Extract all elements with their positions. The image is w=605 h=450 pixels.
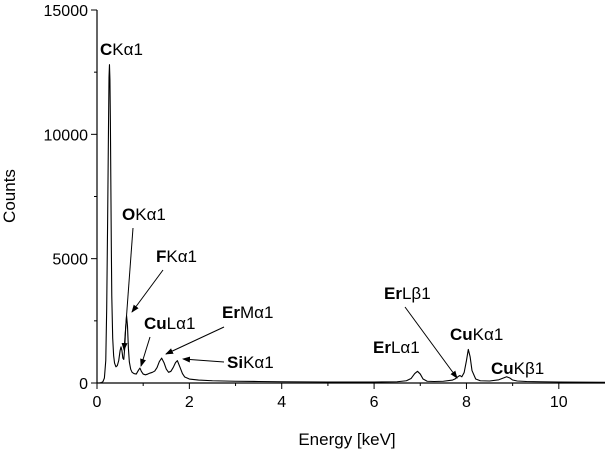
- x-axis-title: Energy [keV]: [298, 430, 395, 449]
- peak-label: ErLα1: [373, 338, 420, 357]
- tick-marks: [91, 9, 560, 389]
- peak-arrow: [182, 356, 225, 363]
- tick-labels: 0 2 4 6 8 10 0 5000 10000 15000: [44, 3, 568, 411]
- peak-label: CuKβ1: [491, 359, 544, 378]
- peak-label-element: Er: [373, 338, 391, 357]
- peak-label-line: Kα1: [243, 353, 274, 372]
- y-tick-label: 0: [79, 376, 88, 393]
- peak-label-line: Mα1: [240, 303, 273, 322]
- peak-label-element: Er: [222, 303, 240, 322]
- peak-label-element: Er: [384, 284, 402, 303]
- y-tick-label: 10000: [44, 127, 89, 144]
- peak-label: SiKα1: [227, 353, 274, 372]
- peak-label: OKα1: [122, 205, 166, 224]
- peak-label-line: Lα1: [167, 314, 196, 333]
- peak-label: CuLα1: [144, 314, 195, 333]
- peak-label-line: Kα1: [473, 325, 504, 344]
- peak-label-line: Lβ1: [402, 284, 431, 303]
- peak-label-line: Kα1: [166, 247, 197, 266]
- peak-label: ErMα1: [222, 303, 273, 322]
- x-tick-label: 4: [277, 394, 286, 411]
- y-tick-label: 5000: [52, 252, 88, 269]
- peak-label-element: C: [100, 40, 112, 59]
- peak-label-element: O: [122, 205, 135, 224]
- x-tick-label: 2: [185, 394, 194, 411]
- peak-arrow: [165, 326, 225, 355]
- x-tick-label: 8: [462, 394, 471, 411]
- peak-label: CuKα1: [450, 325, 503, 344]
- y-axis-title: Counts: [0, 169, 19, 223]
- peak-label-line: Kα1: [112, 40, 143, 59]
- peak-label: FKα1: [156, 247, 197, 266]
- peak-label-line: Kβ1: [514, 359, 545, 378]
- x-tick-label: 0: [93, 394, 102, 411]
- peak-annotations: CKα1OKα1FKα1CuLα1ErMα1SiKα1ErLα1ErLβ1CuK…: [100, 40, 544, 379]
- peak-label-element: Cu: [450, 325, 473, 344]
- peak-label-element: Si: [227, 353, 243, 372]
- peak-arrow: [140, 336, 151, 367]
- spectrum-line: [97, 64, 605, 384]
- peak-arrow: [121, 227, 134, 351]
- x-tick-label: 6: [370, 394, 379, 411]
- peak-label: CKα1: [100, 40, 143, 59]
- y-tick-label: 15000: [44, 3, 89, 20]
- peak-arrow: [404, 306, 458, 379]
- x-tick-label: 10: [550, 394, 568, 411]
- peak-label-line: Lα1: [391, 338, 420, 357]
- peak-label-line: Kα1: [135, 205, 166, 224]
- peak-label: ErLβ1: [384, 284, 431, 303]
- peak-label-element: Cu: [144, 314, 167, 333]
- peak-arrow: [131, 269, 164, 313]
- peak-label-element: F: [156, 247, 166, 266]
- peak-label-element: Cu: [491, 359, 514, 378]
